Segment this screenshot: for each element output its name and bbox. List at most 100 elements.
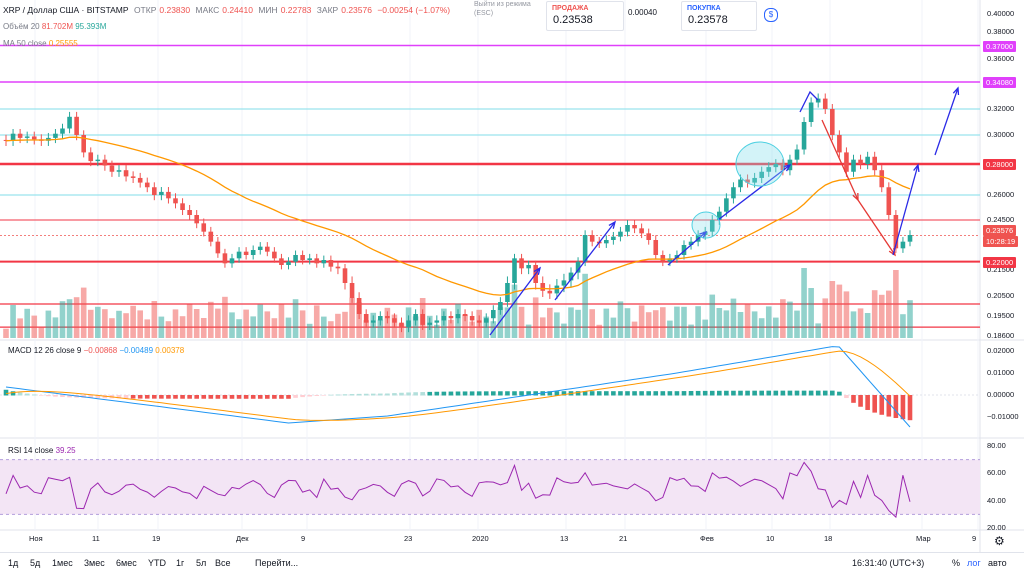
price-axis-label: 0.21500 — [987, 265, 1015, 274]
candle-body — [60, 128, 65, 134]
volume-bar — [45, 310, 52, 338]
macd-histogram-bar — [681, 391, 687, 396]
trend-arrowhead — [533, 266, 541, 275]
volume-bar — [441, 308, 447, 338]
macd-histogram-bar — [406, 392, 411, 396]
macd-label: MACD 12 26 close 9 — [8, 346, 82, 355]
trend-arrow — [857, 199, 896, 256]
macd-histogram-bar — [547, 391, 553, 396]
macd-histogram-bar — [385, 393, 390, 396]
volume-bar — [278, 304, 285, 338]
macd-histogram-bar — [130, 395, 136, 399]
volume-bar — [229, 312, 235, 338]
volume-bar — [667, 320, 673, 338]
macd-histogram-bar — [399, 392, 404, 396]
buy-button[interactable]: ПОКУПКА 0.23578 — [681, 1, 757, 31]
volume-bar — [561, 323, 567, 338]
trend-arrowhead — [799, 90, 819, 113]
candle-body — [526, 265, 531, 269]
ma50-line — [5, 136, 911, 296]
candle-body — [766, 167, 772, 172]
clock-readout[interactable]: 16:31:40 (UTC+3) — [852, 558, 925, 568]
timeframe-button[interactable]: 1г — [176, 558, 185, 568]
macd-legend[interactable]: MACD 12 26 close 9 −0.00868 −0.00489 0.0… — [8, 346, 184, 355]
volume-legend[interactable]: Объём 20 81.702M 95.393M — [3, 22, 106, 31]
macd-histogram-bar — [491, 391, 496, 396]
timeframe-button[interactable]: Все — [215, 558, 231, 568]
candle-body — [808, 102, 814, 122]
volume-bar — [95, 306, 101, 338]
sell-button[interactable]: ПРОДАЖА 0.23538 — [546, 1, 624, 31]
candle-body — [67, 116, 72, 129]
volume-bar — [236, 319, 242, 338]
volume-bar — [193, 309, 200, 338]
time-axis-label: 19 — [152, 534, 161, 543]
timeframe-button[interactable]: 1д — [8, 558, 19, 568]
macd-histogram-bar — [321, 395, 327, 396]
volume-bar — [857, 308, 864, 338]
trend-arrow — [934, 87, 959, 156]
candle-body — [215, 241, 221, 254]
timeframe-button[interactable]: YTD — [148, 558, 166, 568]
timeframe-button[interactable]: 5д — [30, 558, 41, 568]
candle-body — [24, 136, 30, 138]
trade-settings-icon[interactable]: $ — [764, 8, 778, 22]
ma-legend[interactable]: MA 50 close 0.25555 — [3, 39, 78, 48]
volume-bar — [532, 297, 539, 338]
timeframe-button[interactable]: 5л — [196, 558, 207, 568]
volume-bar — [200, 318, 207, 338]
volume-bar — [822, 298, 829, 338]
macd-axis-label: 0.00000 — [987, 390, 1015, 399]
candle-body — [159, 191, 164, 195]
volume-bar — [652, 310, 659, 338]
volume-bar — [158, 316, 165, 338]
goto-date-button[interactable]: Перейти... — [255, 558, 299, 568]
timeframe-button[interactable]: 1мес — [52, 558, 73, 568]
volume-bar — [151, 301, 158, 338]
log-toggle[interactable]: лог — [967, 558, 981, 568]
volume-bar — [363, 320, 369, 338]
auto-toggle[interactable]: авто — [988, 558, 1007, 568]
rsi-label: RSI 14 close — [8, 446, 54, 455]
settings-gear-icon[interactable]: ⚙ — [994, 534, 1005, 548]
macd-histogram-bar — [808, 390, 814, 396]
time-axis-label: Мар — [916, 534, 931, 543]
rsi-axis-label: 20.00 — [987, 523, 1006, 532]
macd-histogram-bar — [46, 395, 51, 397]
macd-histogram-bar — [243, 395, 249, 399]
volume-bar — [165, 321, 172, 338]
volume-bar — [554, 312, 560, 338]
percent-toggle[interactable]: % — [952, 558, 961, 568]
macd-histogram-bar — [342, 394, 348, 396]
macd-axis-label: 0.01000 — [987, 368, 1015, 377]
candle-body — [349, 283, 355, 298]
macd-histogram-bar — [392, 393, 397, 396]
macd-histogram-bar — [293, 395, 298, 398]
candle-body — [300, 255, 305, 260]
volume-bar — [137, 310, 143, 338]
symbol-title[interactable]: XRP / Доллар США · BITSTAMP — [3, 5, 129, 15]
candle-body — [568, 272, 574, 281]
chart-legend: XRP / Доллар США · BITSTAMP ОТКР 0.23830 … — [3, 5, 453, 15]
exit-fullscreen-hint[interactable]: Выйти из режима (ESC) — [474, 0, 531, 18]
trend-arrowhead — [913, 163, 920, 173]
timeframe-button[interactable]: 3мес — [84, 558, 105, 568]
candle-body — [137, 177, 143, 183]
macd-histogram-bar — [123, 395, 129, 399]
candle-body — [222, 253, 228, 264]
macd-histogram-bar — [526, 391, 531, 396]
candle-body — [116, 170, 122, 172]
volume-bar — [476, 309, 482, 338]
rsi-band — [0, 459, 980, 515]
macd-histogram-bar — [88, 395, 94, 398]
volume-bar — [829, 281, 836, 338]
candle-body — [801, 122, 807, 150]
candle-body — [434, 320, 440, 323]
macd-histogram-bar — [448, 391, 454, 396]
spread-value: 0.00040 — [628, 8, 657, 17]
rsi-legend[interactable]: RSI 14 close 39.25 — [8, 446, 76, 455]
timeframe-button[interactable]: 6мес — [116, 558, 137, 568]
candle-body — [321, 260, 327, 264]
candle-body — [307, 258, 312, 260]
